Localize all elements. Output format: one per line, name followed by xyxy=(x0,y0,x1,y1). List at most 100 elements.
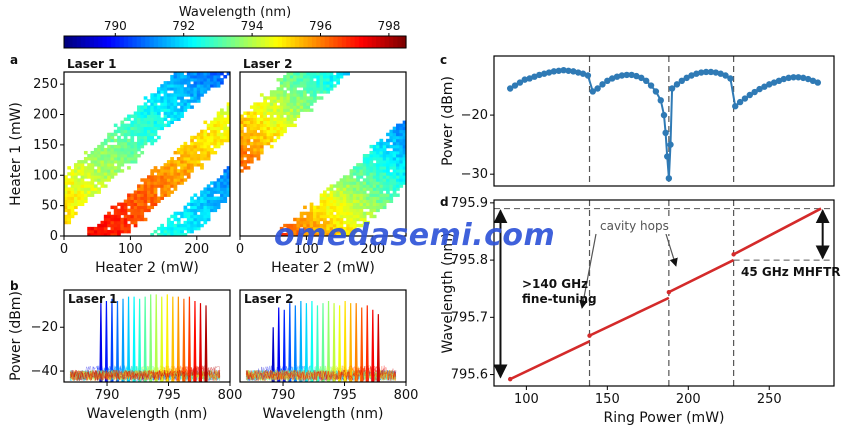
power-point xyxy=(638,74,645,82)
heatmap-cell xyxy=(153,129,158,134)
noise-trace xyxy=(245,365,397,382)
heatmap-cell xyxy=(156,126,161,131)
heatmap-cell xyxy=(176,84,181,88)
heatmap-cell xyxy=(147,175,151,179)
heatmap-cell xyxy=(103,232,108,237)
heatmap-cell xyxy=(100,226,105,231)
heatmap-cell xyxy=(326,72,331,76)
heatmap-cell xyxy=(110,150,115,155)
heatmap-cell xyxy=(143,105,148,109)
heatmap-cell xyxy=(117,202,121,207)
heatmap-cell xyxy=(309,108,314,112)
heatmap-cell xyxy=(170,232,174,237)
noise-trace xyxy=(245,365,397,382)
heatmap-cell xyxy=(303,93,307,97)
heatmap-cell xyxy=(123,205,128,210)
heatmap-cell xyxy=(193,202,198,207)
heatmap-cell xyxy=(399,132,404,137)
heatmap-cell xyxy=(203,199,208,203)
heatmap-cell xyxy=(93,169,98,173)
heatmap-cell xyxy=(396,169,400,173)
heatmap-cell xyxy=(299,81,304,85)
heatmap-cell xyxy=(206,123,211,128)
heatmap-cell xyxy=(369,184,374,188)
noise-trace xyxy=(245,365,397,382)
heatmap-cell xyxy=(73,172,78,176)
heatmap-cell xyxy=(332,229,337,234)
heatmap-cell xyxy=(173,102,178,106)
heatmap-cell xyxy=(376,150,380,155)
heatmap-cell xyxy=(306,87,311,91)
power-point xyxy=(652,88,660,95)
heatmap-cell xyxy=(246,157,251,161)
heatmap-cell xyxy=(253,141,257,146)
heatmap-cell xyxy=(180,229,184,234)
heatmap-cell xyxy=(173,99,178,103)
heatmap-cell xyxy=(269,90,274,94)
heatmap-cell xyxy=(100,184,105,188)
heatmap-cell xyxy=(123,154,128,158)
heatmap-cell xyxy=(93,172,98,176)
heatmap-cell xyxy=(362,202,367,207)
heatmap-cell xyxy=(293,96,297,100)
heatmap-cell xyxy=(186,102,191,106)
heatmap-cell xyxy=(110,223,115,228)
heatmap-cell xyxy=(273,96,277,100)
heatmap-cell xyxy=(296,99,301,103)
heatmap-cell xyxy=(263,126,267,131)
heatmap-cell xyxy=(143,114,148,118)
heatmap-cell xyxy=(293,114,297,118)
heatmap-cell xyxy=(206,154,211,158)
heatmap-cell xyxy=(306,90,311,94)
heatmap-cell xyxy=(210,187,214,191)
heatmap-cell xyxy=(243,123,248,128)
heatmap-cell xyxy=(299,96,304,100)
heatmap-cell xyxy=(296,75,301,79)
spectral-line xyxy=(271,327,275,383)
heatmap-cell xyxy=(163,99,168,103)
heatmap-cell xyxy=(143,132,148,137)
heatmap-cell xyxy=(369,202,374,207)
heatmap-cell xyxy=(176,157,181,161)
heatmap-cell xyxy=(216,187,221,191)
heatmap-cell xyxy=(319,211,324,216)
heatmap-cell xyxy=(130,150,135,155)
heatmap-cell xyxy=(64,199,68,203)
power-point xyxy=(579,70,587,77)
heatmap-cell xyxy=(210,129,214,134)
heatmap-cell xyxy=(309,208,314,213)
heatmap-cell xyxy=(369,163,374,167)
heatmap-cell xyxy=(153,178,158,182)
heatmap-cell xyxy=(332,217,337,222)
heatmap-cell xyxy=(70,196,75,200)
heatmap-cell xyxy=(143,187,148,191)
heatmap-cell xyxy=(103,169,108,173)
heatmap-cell xyxy=(392,129,397,134)
heatmap-cell xyxy=(339,193,344,197)
heatmap-cell xyxy=(206,78,211,82)
heatmap-cell xyxy=(399,157,404,161)
heatmap-cell xyxy=(316,78,321,82)
heatmap-cell xyxy=(180,72,184,76)
heatmap-cell xyxy=(216,117,221,121)
heatmap-cell xyxy=(392,166,397,170)
heatmap-cell xyxy=(64,214,68,219)
heatmap-cell xyxy=(103,214,108,219)
heatmap-cell xyxy=(166,229,171,234)
heatmap-cell xyxy=(332,199,337,203)
heatmap-cell xyxy=(133,211,138,216)
heatmap-cell xyxy=(319,81,324,85)
heatmap-cell xyxy=(196,96,201,100)
heatmap-cell xyxy=(107,163,111,167)
heatmap-cell xyxy=(336,217,340,222)
heatmap-cell xyxy=(140,132,145,137)
heatmap-cell xyxy=(180,157,184,161)
heatmap-cell xyxy=(120,208,125,213)
heatmap-cell xyxy=(392,184,397,188)
heatmap-cell xyxy=(402,178,407,182)
heatmap-cell xyxy=(259,111,264,115)
power-point xyxy=(540,70,548,77)
heatmap-cell xyxy=(276,126,281,131)
heatmap-cell xyxy=(130,135,135,140)
heatmap-cell xyxy=(313,93,317,97)
